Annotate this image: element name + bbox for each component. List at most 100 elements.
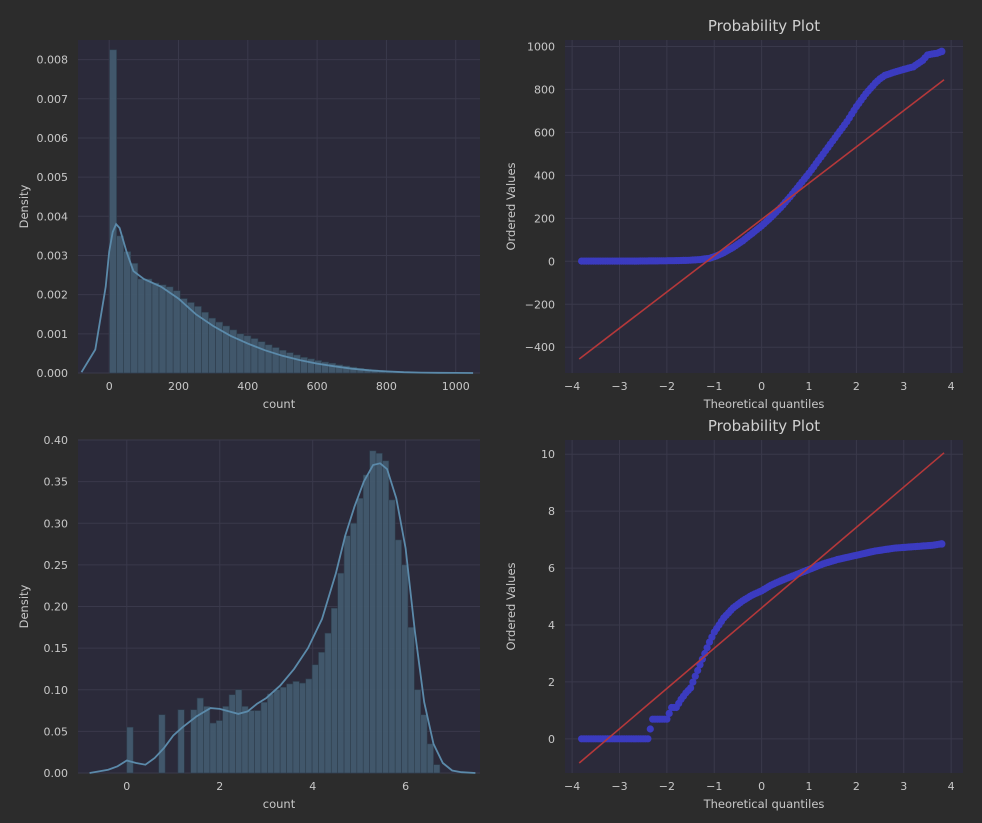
- x-tick-label: 0: [758, 380, 765, 393]
- y-axis-label: Density: [17, 584, 31, 628]
- x-tick-label: 200: [168, 380, 189, 393]
- qq-point: [696, 661, 704, 669]
- qq-point: [937, 540, 946, 548]
- histogram-bar: [137, 278, 146, 374]
- x-tick-label: 4: [948, 380, 955, 393]
- histogram-bar: [215, 720, 223, 774]
- histogram-bar: [388, 499, 396, 774]
- y-tick-label: 0.40: [44, 434, 69, 447]
- histogram-bar: [382, 460, 390, 774]
- qq-point: [937, 47, 946, 56]
- qq-point: [691, 672, 699, 680]
- y-tick-label: 0.005: [37, 171, 69, 184]
- x-tick-label: −1: [706, 780, 722, 793]
- y-tick-label: 0.10: [44, 684, 69, 697]
- qq-point: [694, 666, 702, 675]
- x-tick-label: 4: [309, 780, 316, 793]
- histogram-bar: [158, 284, 167, 374]
- y-tick-label: 0.001: [37, 328, 69, 341]
- x-tick-label: −4: [564, 380, 580, 393]
- x-tick-label: −3: [611, 780, 627, 793]
- y-tick-label: 0.007: [37, 93, 69, 106]
- y-tick-label: 0.002: [37, 289, 69, 302]
- histogram-bar: [279, 686, 287, 774]
- histogram-bar: [375, 453, 383, 774]
- histogram-bar: [362, 474, 370, 774]
- x-tick-label: 1: [806, 780, 813, 793]
- probability-plot-log-count: −4 −3 −2 −1 0 1 2 3 4 0 2 4 6 8 10 Theoretical quantile…: [504, 417, 963, 811]
- y-tick-label: 6: [548, 562, 555, 575]
- histogram-bar: [330, 607, 338, 774]
- y-axis-label: Ordered Values: [504, 162, 518, 250]
- histogram-bar: [222, 706, 230, 774]
- x-tick-label: −4: [564, 780, 580, 793]
- x-tick-label: 2: [216, 780, 223, 793]
- histogram-bar: [314, 360, 322, 374]
- histogram-bar: [299, 682, 307, 774]
- histogram-bar: [209, 722, 217, 774]
- x-tick-label: −2: [659, 380, 675, 393]
- histogram-bar: [235, 689, 243, 774]
- x-tick-label: 2: [853, 380, 860, 393]
- x-tick-label: 1000: [442, 380, 470, 393]
- histogram-bar: [401, 564, 409, 774]
- histogram-bar: [292, 681, 300, 774]
- histogram-bar: [179, 298, 188, 374]
- x-tick-label: −1: [706, 380, 722, 393]
- y-tick-label: 800: [534, 83, 555, 96]
- histogram-bar: [311, 664, 319, 774]
- histogram-bar: [228, 694, 236, 774]
- y-tick-label: 10: [541, 448, 555, 461]
- histogram-bar: [305, 678, 313, 774]
- x-axis-label: count: [263, 797, 296, 811]
- histogram-bar: [158, 714, 166, 774]
- y-tick-label: 0.15: [44, 642, 69, 655]
- histogram-bar: [420, 714, 428, 774]
- y-tick-label: 8: [548, 505, 555, 518]
- y-tick-label: 0.25: [44, 559, 69, 572]
- histogram-bar: [337, 572, 345, 774]
- histogram-bar: [203, 706, 211, 774]
- y-tick-label: 0.05: [44, 725, 69, 738]
- y-tick-label: −200: [525, 298, 555, 311]
- histogram-bar: [318, 651, 326, 774]
- x-tick-label: 0: [123, 780, 130, 793]
- histogram-bar: [433, 764, 441, 774]
- histogram-bar: [271, 347, 280, 374]
- x-tick-label: 3: [900, 780, 907, 793]
- chart-title: Probability Plot: [708, 417, 820, 435]
- histogram-bar: [257, 341, 266, 374]
- histogram-bar: [247, 710, 255, 774]
- histogram-bar: [343, 535, 351, 774]
- histogram-raw-count: 0 200 400 600 800 1000 0.000 0.001 0.002 0.003 0.0…: [17, 40, 480, 411]
- y-tick-label: 0.20: [44, 601, 69, 614]
- x-tick-label: 1: [806, 380, 813, 393]
- y-tick-label: 0: [548, 733, 555, 746]
- qq-fit-line: [578, 452, 945, 764]
- histogram-bar: [267, 693, 275, 774]
- x-tick-label: 800: [376, 380, 397, 393]
- histogram-bar: [356, 497, 364, 774]
- qq-point: [663, 715, 671, 723]
- x-tick-label: 6: [402, 780, 409, 793]
- plot-area: [565, 40, 963, 373]
- qq-point: [703, 644, 711, 652]
- y-tick-label: 600: [534, 126, 555, 139]
- x-axis-label: Theoretical quantiles: [703, 797, 825, 811]
- kde-curve: [80, 222, 474, 374]
- qq-fit-line: [578, 79, 945, 360]
- qq-point: [646, 725, 654, 733]
- histogram-bar: [172, 290, 181, 374]
- y-tick-label: 0.00: [44, 767, 69, 780]
- x-tick-label: 3: [900, 380, 907, 393]
- y-tick-label: 0.004: [37, 210, 69, 223]
- histogram-bar: [286, 683, 294, 774]
- x-tick-label: 400: [237, 380, 258, 393]
- y-axis-label: Ordered Values: [504, 562, 518, 650]
- histogram-bar: [144, 278, 153, 374]
- probability-plot-raw-count: −4 −3 −2 −1 0 1 2 3 4 −400 −200 0 200 400 600 800 1000 Th…: [504, 17, 963, 411]
- chart-title: Probability Plot: [708, 17, 820, 35]
- x-tick-label: 0: [106, 380, 113, 393]
- histogram-bar: [278, 349, 287, 374]
- y-tick-label: 200: [534, 212, 555, 225]
